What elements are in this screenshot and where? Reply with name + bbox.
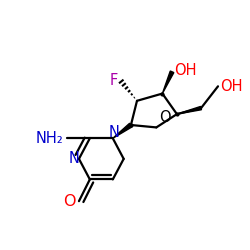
Polygon shape — [113, 123, 132, 138]
Text: OH: OH — [174, 63, 197, 78]
Text: N: N — [108, 125, 120, 140]
Text: O: O — [159, 110, 170, 125]
Text: N: N — [69, 151, 80, 166]
Text: O: O — [63, 194, 75, 209]
Text: OH: OH — [220, 79, 243, 94]
Text: F: F — [110, 73, 118, 88]
Polygon shape — [177, 106, 202, 114]
Text: NH₂: NH₂ — [36, 131, 63, 146]
Polygon shape — [162, 71, 174, 94]
